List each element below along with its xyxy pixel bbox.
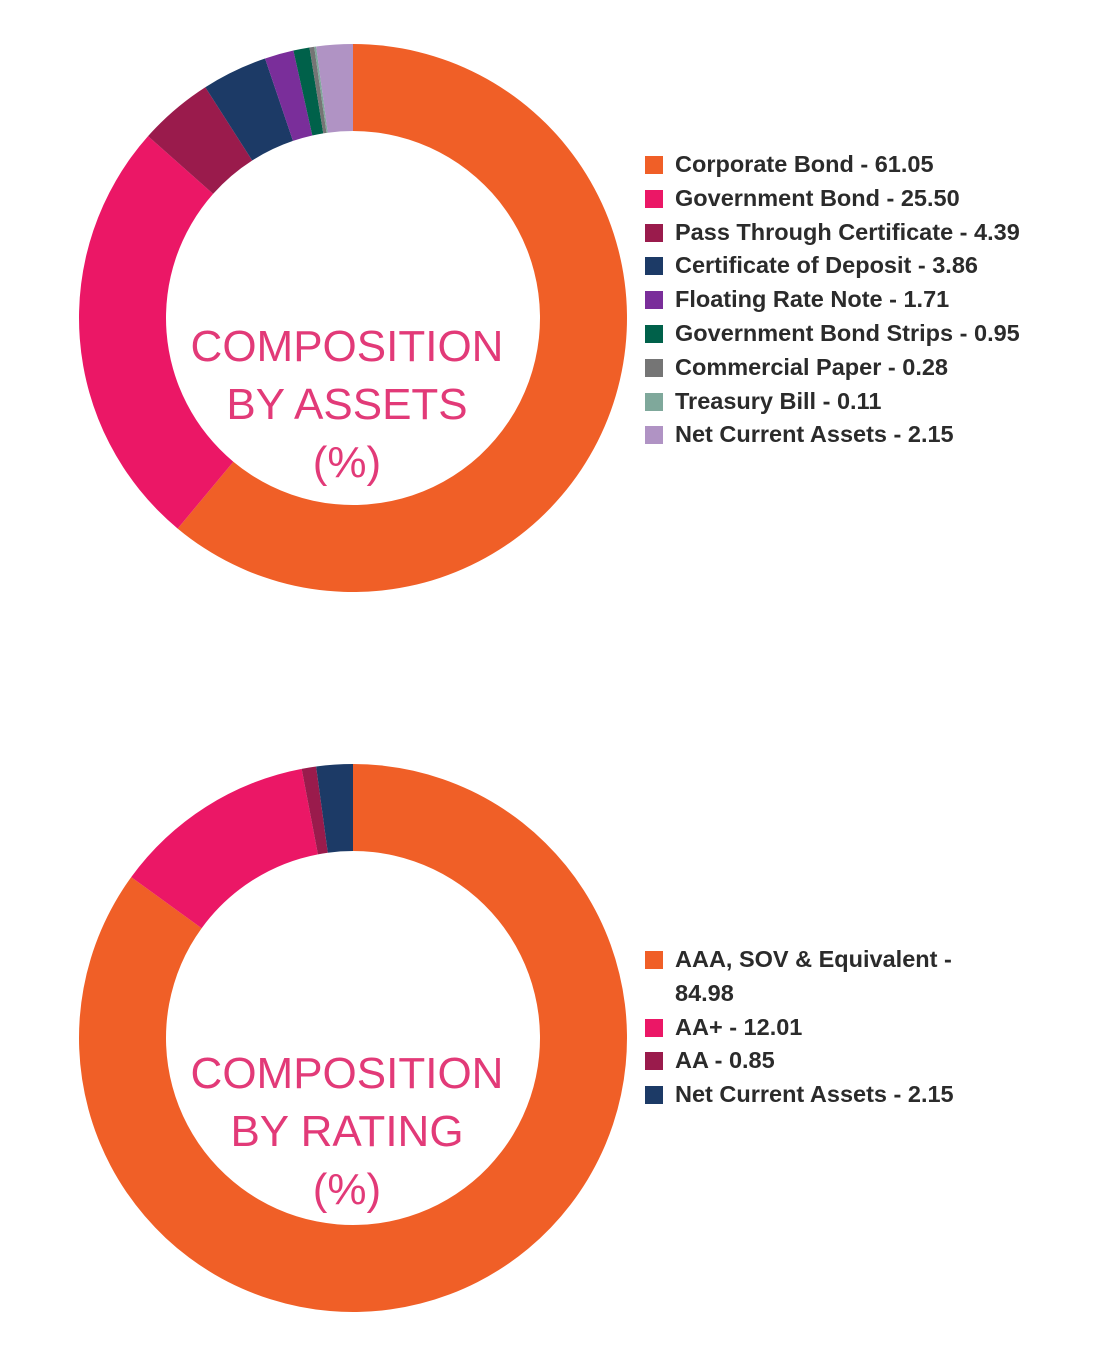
legend-swatch: [645, 257, 663, 276]
donut-slice-aaa-sov-equivalent: [78, 764, 627, 1312]
legend-label: Net Current Assets - 2.15: [675, 421, 954, 448]
donut-slice-government-bond-strips: [293, 47, 324, 136]
legend-item: AAA, SOV & Equivalent - 84.98: [645, 943, 1005, 1011]
legend-label: AA+ - 12.01: [675, 1013, 803, 1040]
rating-donut: [78, 764, 627, 1312]
legend-swatch: [645, 426, 663, 445]
legend-item: Net Current Assets - 2.15: [645, 418, 1085, 452]
donut-slice-government-bond: [78, 136, 234, 529]
legend-swatch: [645, 223, 663, 242]
rating-legend: AAA, SOV & Equivalent - 84.98 AA+ - 12.0…: [645, 943, 1005, 1112]
rating-title-line-3: (%): [312, 1165, 382, 1214]
rating-chart: COMPOSITION BY RATING (%) AAA, SOV & Equ…: [0, 720, 1118, 1360]
legend-item: Net Current Assets - 2.15: [645, 1078, 1005, 1112]
legend-label: Floating Rate Note - 1.71: [675, 286, 950, 313]
donut-slice-corporate-bond: [177, 44, 627, 592]
donut-slice-floating-rate-note: [265, 50, 313, 141]
assets-center-title: COMPOSITION BY ASSETS (%): [167, 318, 527, 492]
legend-item: Treasury Bill - 0.11: [645, 385, 1085, 419]
legend-label: Commercial Paper - 0.28: [675, 353, 948, 380]
donut-slice-net-current-assets: [316, 44, 353, 133]
legend-swatch: [645, 324, 663, 343]
legend-label: Government Bond Strips - 0.95: [675, 319, 1020, 346]
donut-slice-net-current-assets: [316, 764, 353, 853]
donut-slice-treasury-bill: [314, 46, 328, 133]
assets-chart: COMPOSITION BY ASSETS (%) Corporate Bond…: [0, 0, 1118, 640]
assets-donut: [78, 44, 627, 592]
legend-item: Commercial Paper - 0.28: [645, 351, 1085, 385]
legend-item: AA+ - 12.01: [645, 1011, 1005, 1045]
legend-swatch: [645, 392, 663, 411]
assets-title-line-2: BY ASSETS: [226, 380, 468, 429]
assets-title-line-3: (%): [312, 438, 382, 487]
legend-swatch: [645, 156, 663, 174]
legend-label: Corporate Bond - 61.05: [675, 151, 934, 177]
legend-item: Floating Rate Note - 1.71: [645, 283, 1085, 317]
rating-title-line-2: BY RATING: [230, 1107, 464, 1156]
legend-swatch: [645, 291, 663, 310]
legend-swatch: [645, 1086, 663, 1105]
legend-item: Pass Through Certificate - 4.39: [645, 216, 1085, 250]
donut-slice-pass-through-certificate: [148, 87, 253, 194]
donut-slice-certificate-of-deposit: [205, 58, 293, 161]
legend-label: AA - 0.85: [675, 1047, 775, 1074]
legend-label: Government Bond - 25.50: [675, 184, 960, 211]
legend-item: Government Bond Strips - 0.95: [645, 317, 1085, 351]
legend-label: Net Current Assets - 2.15: [675, 1081, 954, 1108]
legend-label: Certificate of Deposit - 3.86: [675, 252, 978, 279]
legend-swatch: [645, 1052, 663, 1071]
legend-swatch: [645, 951, 663, 969]
donut-slice-commercial-paper: [309, 46, 327, 134]
rating-title-line-1: COMPOSITION: [190, 1049, 504, 1098]
legend-item: Certificate of Deposit - 3.86: [645, 249, 1085, 283]
assets-legend: Corporate Bond - 61.05 Government Bond -…: [645, 148, 1085, 452]
donut-slice-aa-: [131, 768, 318, 929]
assets-title-line-1: COMPOSITION: [190, 322, 504, 371]
legend-label: Treasury Bill - 0.11: [675, 387, 882, 414]
donut-slice-aa: [301, 766, 328, 855]
legend-item: Corporate Bond - 61.05: [645, 148, 1085, 182]
legend-label: Pass Through Certificate - 4.39: [675, 218, 1020, 245]
legend-label: AAA, SOV & Equivalent - 84.98: [675, 946, 952, 1006]
legend-item: Government Bond - 25.50: [645, 182, 1085, 216]
legend-swatch: [645, 1018, 663, 1037]
legend-swatch: [645, 189, 663, 208]
rating-center-title: COMPOSITION BY RATING (%): [167, 1045, 527, 1219]
legend-swatch: [645, 358, 663, 377]
legend-item: AA - 0.85: [645, 1044, 1005, 1078]
